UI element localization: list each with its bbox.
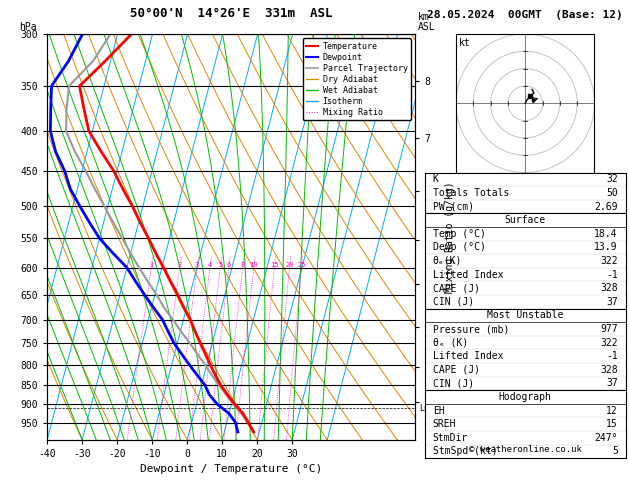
Text: 28.05.2024  00GMT  (Base: 12): 28.05.2024 00GMT (Base: 12) <box>427 10 623 20</box>
Text: 10: 10 <box>250 261 258 268</box>
Text: Dewp (°C): Dewp (°C) <box>433 243 486 252</box>
Text: CIN (J): CIN (J) <box>433 379 474 388</box>
Legend: Temperature, Dewpoint, Parcel Trajectory, Dry Adiabat, Wet Adiabat, Isotherm, Mi: Temperature, Dewpoint, Parcel Trajectory… <box>303 38 411 121</box>
Text: 25: 25 <box>298 261 306 268</box>
Text: 37: 37 <box>606 379 618 388</box>
Text: CAPE (J): CAPE (J) <box>433 283 480 293</box>
Text: 5: 5 <box>218 261 223 268</box>
Text: 977: 977 <box>600 324 618 334</box>
Text: EH: EH <box>433 406 444 416</box>
Text: Mixing Ratio (g/kg): Mixing Ratio (g/kg) <box>445 181 455 293</box>
Text: Surface: Surface <box>504 215 546 225</box>
Text: LCL: LCL <box>419 403 434 413</box>
Text: 6: 6 <box>226 261 231 268</box>
Text: 328: 328 <box>600 283 618 293</box>
Text: Totals Totals: Totals Totals <box>433 188 509 198</box>
Text: 322: 322 <box>600 256 618 266</box>
Text: Most Unstable: Most Unstable <box>487 311 564 320</box>
Text: 20: 20 <box>286 261 294 268</box>
Text: kt: kt <box>459 38 470 48</box>
Text: Lifted Index: Lifted Index <box>433 270 503 279</box>
Text: K: K <box>433 174 438 184</box>
Text: 8: 8 <box>240 261 245 268</box>
Text: hPa: hPa <box>19 21 36 32</box>
Text: 15: 15 <box>606 419 618 429</box>
Text: Hodograph: Hodograph <box>499 392 552 402</box>
Text: 4: 4 <box>208 261 212 268</box>
Text: 12: 12 <box>606 406 618 416</box>
Text: Temp (°C): Temp (°C) <box>433 229 486 239</box>
Text: 5: 5 <box>612 447 618 456</box>
Text: PW (cm): PW (cm) <box>433 202 474 211</box>
Text: 2.69: 2.69 <box>594 202 618 211</box>
Text: 15: 15 <box>270 261 279 268</box>
Text: 37: 37 <box>606 297 618 307</box>
Text: 247°: 247° <box>594 433 618 443</box>
Text: CAPE (J): CAPE (J) <box>433 365 480 375</box>
Text: θₑ (K): θₑ (K) <box>433 338 468 347</box>
Text: -1: -1 <box>606 270 618 279</box>
X-axis label: Dewpoint / Temperature (°C): Dewpoint / Temperature (°C) <box>140 465 322 474</box>
Text: Lifted Index: Lifted Index <box>433 351 503 361</box>
Text: 50°00'N  14°26'E  331m  ASL: 50°00'N 14°26'E 331m ASL <box>130 7 332 20</box>
Text: -1: -1 <box>606 351 618 361</box>
Text: © weatheronline.co.uk: © weatheronline.co.uk <box>469 445 582 454</box>
Text: 3: 3 <box>195 261 199 268</box>
Text: 1: 1 <box>149 261 153 268</box>
Text: StmSpd (kt): StmSpd (kt) <box>433 447 498 456</box>
Text: 32: 32 <box>606 174 618 184</box>
Text: θₑ(K): θₑ(K) <box>433 256 462 266</box>
Text: km
ASL: km ASL <box>418 12 436 32</box>
Text: CIN (J): CIN (J) <box>433 297 474 307</box>
Text: 2: 2 <box>177 261 182 268</box>
Text: 13.9: 13.9 <box>594 243 618 252</box>
Text: 18.4: 18.4 <box>594 229 618 239</box>
Text: Pressure (mb): Pressure (mb) <box>433 324 509 334</box>
Text: 50: 50 <box>606 188 618 198</box>
Text: 328: 328 <box>600 365 618 375</box>
Text: SREH: SREH <box>433 419 456 429</box>
Text: 322: 322 <box>600 338 618 347</box>
Text: StmDir: StmDir <box>433 433 468 443</box>
